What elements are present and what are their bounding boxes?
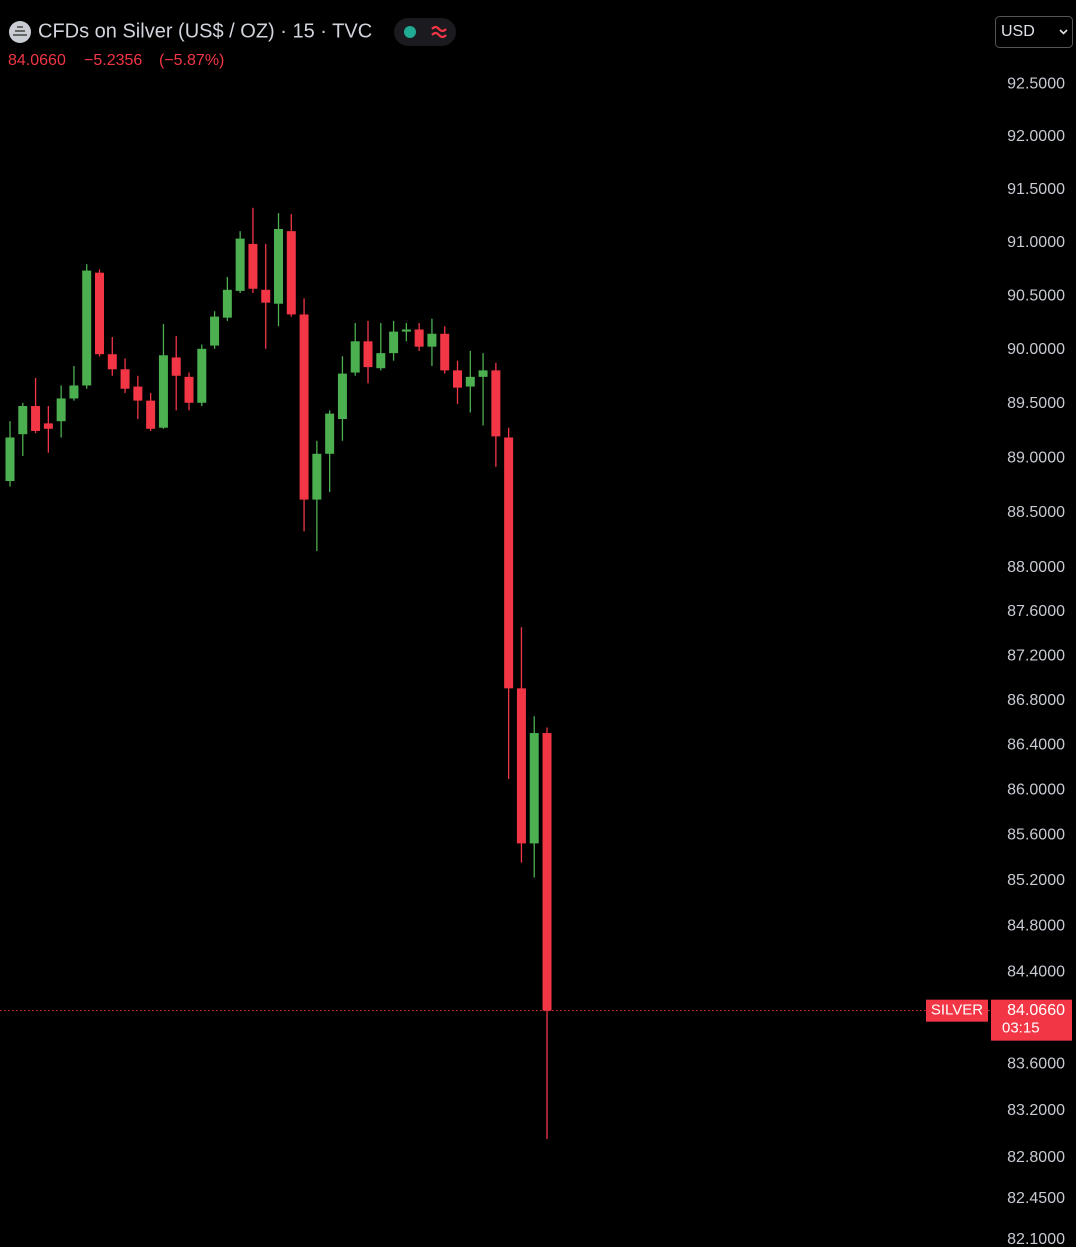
candle-body — [491, 370, 501, 437]
candle-body — [107, 354, 117, 370]
candle-body — [401, 329, 411, 332]
plot — [5, 83, 996, 1241]
y-tick-label: 91.5000 — [1007, 181, 1065, 198]
last-price-tag — [991, 999, 1072, 1041]
candle-body — [465, 376, 475, 387]
candle-body — [325, 413, 335, 454]
y-tick-label: 92.0000 — [1007, 128, 1065, 145]
y-tick-label: 90.0000 — [1007, 341, 1065, 358]
y-tick-label: 82.8000 — [1007, 1149, 1065, 1166]
y-tick-label: 82.1000 — [1007, 1231, 1065, 1247]
candle-body — [133, 386, 143, 401]
candle-body — [478, 370, 488, 377]
candle-body — [312, 453, 322, 500]
candle-body — [337, 373, 347, 420]
last-price: 84.0660 — [8, 52, 66, 69]
symbol-tag-label: SILVER — [931, 1002, 983, 1019]
candle-body — [5, 437, 15, 482]
y-tick-label: 86.0000 — [1007, 782, 1065, 799]
candle-body — [376, 353, 386, 369]
y-tick-label: 89.5000 — [1007, 395, 1065, 412]
last-price-tag-label: 84.0660 — [1007, 1002, 1065, 1019]
dropdown-arrow[interactable] — [1059, 29, 1068, 35]
chart-title: CFDs on Silver (US$ / OZ) · 15 · TVC — [38, 20, 372, 42]
status-badge — [394, 18, 456, 46]
price-change-pct: (−5.87%) — [159, 52, 224, 69]
candle-body — [69, 385, 79, 399]
y-tick-label: 90.5000 — [1007, 287, 1065, 304]
countdown: 03:15 — [1002, 1020, 1040, 1037]
candle-body — [31, 406, 41, 431]
candle-body — [440, 333, 450, 371]
y-tick-label: 84.4000 — [1007, 963, 1065, 980]
candle-body — [56, 398, 66, 422]
candle-body — [95, 272, 105, 355]
y-tick-label: 91.0000 — [1007, 234, 1065, 251]
candle-body — [363, 341, 373, 368]
market-open-dot — [404, 26, 416, 38]
candle-body — [120, 369, 130, 389]
candle-body — [18, 406, 28, 435]
y-tick-label: 86.4000 — [1007, 737, 1065, 754]
candle-body — [504, 437, 514, 689]
candle-body — [414, 329, 424, 347]
candle-body — [197, 348, 207, 403]
candle-body — [158, 355, 168, 428]
y-tick-label: 86.8000 — [1007, 692, 1065, 709]
y-tick-label: 84.8000 — [1007, 918, 1065, 935]
candle-body — [453, 370, 463, 388]
y-tick-label: 87.2000 — [1007, 647, 1065, 664]
candle-body — [529, 733, 539, 844]
y-tick-label: 83.2000 — [1007, 1102, 1065, 1119]
candle-body — [286, 231, 296, 315]
y-tick-label: 83.6000 — [1007, 1056, 1065, 1073]
candle-body — [235, 238, 245, 291]
y-tick-label: 85.6000 — [1007, 827, 1065, 844]
candle-body — [427, 333, 437, 347]
candle-body — [542, 733, 552, 1011]
candle-body — [184, 376, 194, 403]
candle-body — [146, 400, 156, 429]
y-tick-label: 88.5000 — [1007, 504, 1065, 521]
y-tick-label: 89.0000 — [1007, 449, 1065, 466]
candle-body — [210, 316, 220, 346]
candle-body — [171, 357, 181, 376]
candle-body — [43, 423, 53, 429]
candle-body — [389, 331, 399, 354]
y-tick-label: 85.2000 — [1007, 872, 1065, 889]
candle-body — [516, 688, 526, 844]
price-change: −5.2356 — [84, 52, 142, 69]
candle-body — [299, 314, 309, 500]
y-tick-label: 82.4500 — [1007, 1190, 1065, 1207]
delayed-icon — [431, 25, 447, 39]
candle-body — [222, 289, 232, 318]
currency-select[interactable] — [995, 16, 1073, 48]
y-tick-label: 88.0000 — [1007, 559, 1065, 576]
y-tick-label: 87.6000 — [1007, 603, 1065, 620]
candle-body — [261, 289, 271, 303]
candle-body — [350, 341, 360, 373]
currency-label[interactable]: USD — [1001, 23, 1035, 40]
candle-body — [274, 229, 284, 304]
candle-body — [248, 243, 258, 289]
y-tick-label: 92.5000 — [1007, 76, 1065, 93]
candle-body — [82, 270, 92, 386]
symbol-tag — [926, 999, 988, 1022]
symbol-icon-lines — [13, 26, 27, 36]
